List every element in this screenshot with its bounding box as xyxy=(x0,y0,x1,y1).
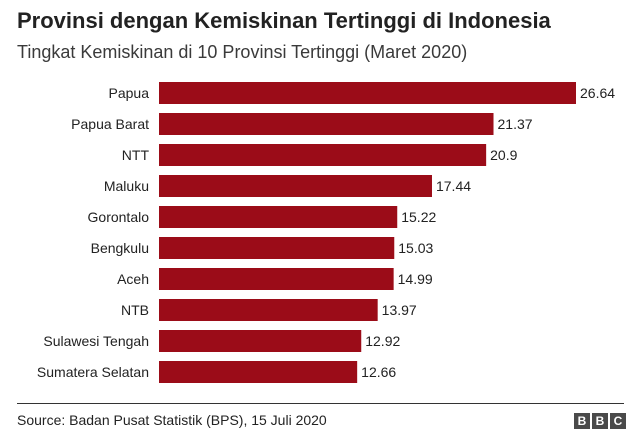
value-label: 13.97 xyxy=(382,302,417,318)
bar xyxy=(159,299,378,321)
value-label: 12.92 xyxy=(365,333,400,349)
value-label: 20.9 xyxy=(490,147,517,163)
bar xyxy=(159,175,432,197)
source-note: Source: Badan Pusat Statistik (BPS), 15 … xyxy=(17,412,327,428)
value-label: 17.44 xyxy=(436,178,471,194)
category-label: NTB xyxy=(121,302,149,318)
category-label: Aceh xyxy=(117,271,149,287)
category-label: Gorontalo xyxy=(88,209,150,225)
bar xyxy=(159,361,358,383)
bbc-logo-letter: C xyxy=(610,413,626,429)
bbc-logo-letter: B xyxy=(592,413,608,429)
value-label: 14.99 xyxy=(398,271,433,287)
category-label: Maluku xyxy=(104,178,149,194)
category-label: Papua Barat xyxy=(71,116,149,132)
bar xyxy=(159,268,394,290)
category-label: Sumatera Selatan xyxy=(37,364,149,380)
bar xyxy=(159,237,395,259)
value-label: 26.64 xyxy=(580,85,615,101)
category-label: Sulawesi Tengah xyxy=(43,333,149,349)
bbc-logo-letter: B xyxy=(574,413,590,429)
chart-title: Provinsi dengan Kemiskinan Tertinggi di … xyxy=(17,8,551,33)
value-label: 15.03 xyxy=(398,240,433,256)
bar xyxy=(159,82,576,104)
bbc-logo: B B C xyxy=(574,413,626,429)
category-label: Papua xyxy=(109,85,150,101)
bar xyxy=(159,206,398,228)
bar xyxy=(159,144,487,166)
category-label: NTT xyxy=(122,147,150,163)
chart-subtitle: Tingkat Kemiskinan di 10 Provinsi Tertin… xyxy=(17,42,468,62)
value-label: 21.37 xyxy=(498,116,533,132)
bar xyxy=(159,113,494,135)
bar xyxy=(159,330,362,352)
value-label: 12.66 xyxy=(361,364,396,380)
bar-chart: Papua 26.64 Papua Barat 21.37 NTT 20.9 Maluku 1… xyxy=(37,82,615,383)
footer-divider xyxy=(17,403,624,404)
category-label: Bengkulu xyxy=(91,240,149,256)
value-label: 15.22 xyxy=(401,209,436,225)
